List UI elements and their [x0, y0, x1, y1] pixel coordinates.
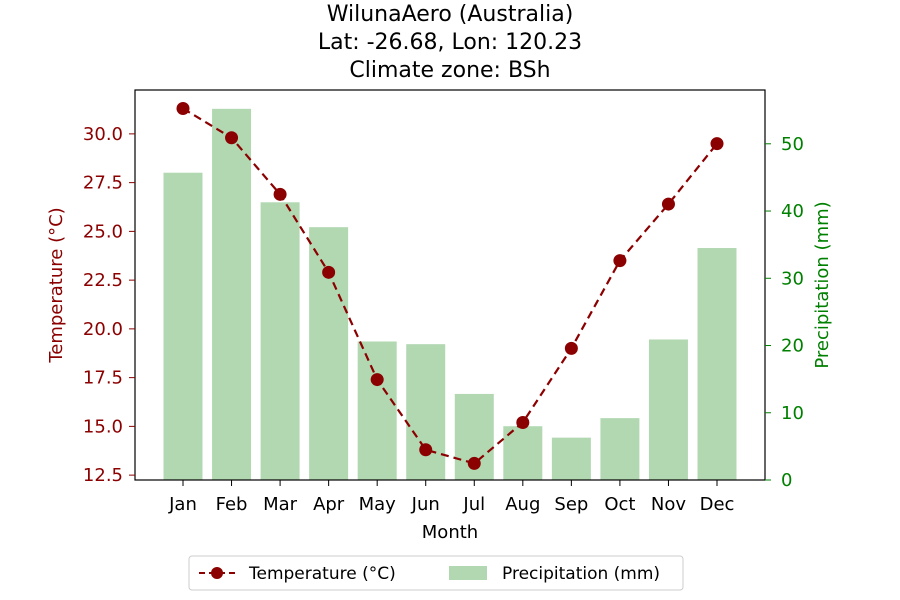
x-tick-label-jan: Jan [168, 494, 197, 515]
temperature-point-nov [661, 197, 675, 211]
temperature-point-jul [467, 456, 481, 470]
precipitation-bar-may [357, 341, 397, 480]
y-right-axis-label: Precipitation (mm) [812, 201, 833, 368]
x-tick-label-feb: Feb [216, 494, 248, 515]
y-right-tick-label: 30 [781, 268, 804, 289]
precipitation-bar-oct [600, 418, 640, 480]
legend: Temperature (°C) Precipitation (mm) [188, 555, 684, 591]
precipitation-bar-nov [648, 339, 688, 480]
temperature-point-aug [516, 415, 530, 429]
precipitation-bar-aug [503, 426, 543, 480]
temperature-point-mar [273, 187, 287, 201]
y-right-tick-label: 0 [781, 470, 792, 491]
chart-title-line-2: Lat: -26.68, Lon: 120.23 [318, 30, 582, 55]
y-left-axis-label: Temperature (°C) [46, 207, 67, 363]
x-tick-label-oct: Oct [604, 494, 635, 515]
temperature-point-jun [419, 443, 433, 457]
x-axis-label: Month [422, 522, 478, 543]
y-right-tick-label: 50 [781, 134, 804, 155]
precipitation-bar-jun [406, 344, 446, 480]
temperature-point-feb [225, 131, 239, 145]
y-left-tick-label: 27.5 [83, 173, 123, 194]
y-right-tick-label: 10 [781, 403, 804, 424]
x-tick-label-jul: Jul [462, 494, 485, 515]
legend-label-temperature: Temperature (°C) [248, 564, 396, 584]
y-right-tick-label: 40 [781, 201, 804, 222]
y-left-tick-label: 25.0 [83, 221, 123, 242]
y-left-tick-label: 22.5 [83, 270, 123, 291]
precipitation-bar-feb [212, 108, 252, 481]
legend-box [188, 555, 684, 591]
temperature-point-sep [564, 341, 578, 355]
precipitation-bars [163, 108, 737, 481]
chart-title-line-1: WilunaAero (Australia) [327, 2, 574, 27]
y-left-tick-label: 20.0 [83, 319, 123, 340]
legend-precipitation-swatch-icon [449, 566, 487, 580]
x-tick-label-jun: Jun [411, 494, 440, 515]
temperature-point-jan [176, 102, 190, 116]
plot-frame [134, 89, 766, 481]
x-tick-label-sep: Sep [554, 494, 588, 515]
chart-title: WilunaAero (Australia) Lat: -26.68, Lon:… [318, 2, 582, 83]
x-tick-label-nov: Nov [651, 494, 686, 515]
x-tick-label-aug: Aug [505, 494, 540, 515]
y-left-tick-label: 15.0 [83, 416, 123, 437]
x-tick-label-mar: Mar [263, 494, 298, 515]
precipitation-bar-mar [260, 202, 300, 481]
y-left-tick-label: 30.0 [83, 124, 123, 145]
precipitation-bar-dec [697, 248, 737, 480]
temperature-point-may [370, 373, 384, 387]
x-tick-label-apr: Apr [313, 494, 345, 515]
x-tick-label-dec: Dec [700, 494, 735, 515]
y-right-tick-label: 20 [781, 336, 804, 357]
temperature-line [182, 107, 718, 465]
x-axis-ticks: Jan Feb Mar Apr May Jun Jul Aug Sep Oct Nov Dec [168, 480, 734, 515]
temperature-point-apr [322, 265, 336, 279]
temperature-point-dec [710, 137, 724, 151]
y-right-axis-ticks: 0 10 20 30 40 50 [765, 134, 804, 491]
y-left-tick-label: 12.5 [83, 465, 123, 486]
legend-temperature-marker-icon [211, 567, 223, 579]
legend-label-precipitation: Precipitation (mm) [502, 564, 660, 584]
chart-title-line-3: Climate zone: BSh [349, 58, 550, 83]
y-left-tick-label: 17.5 [83, 368, 123, 389]
temperature-point-oct [613, 254, 627, 268]
precipitation-bar-sep [551, 437, 591, 480]
precipitation-bar-apr [309, 227, 349, 480]
temperature-series [176, 102, 724, 470]
y-left-axis-ticks: 12.5 15.0 17.5 20.0 22.5 25.0 27.5 30.0 [83, 124, 135, 486]
precipitation-bar-jan [163, 172, 203, 480]
x-tick-label-may: May [359, 494, 397, 515]
